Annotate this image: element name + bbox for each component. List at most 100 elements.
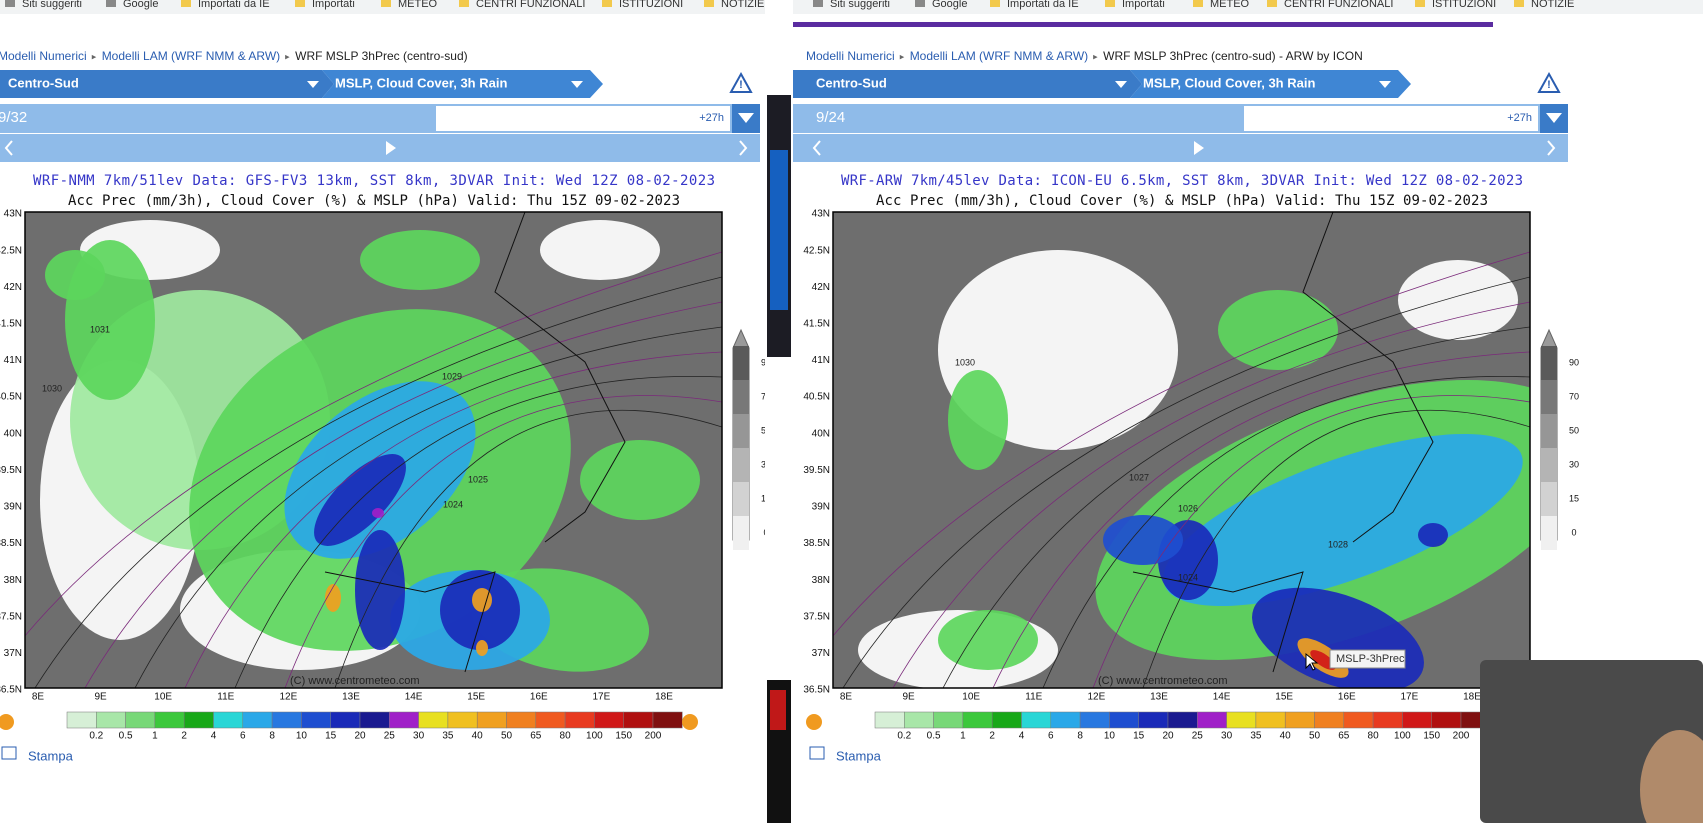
play-button[interactable] [386, 141, 396, 155]
bookmark[interactable]: Importati [1122, 0, 1165, 10]
isobar [234, 375, 722, 688]
precip-scale-step [623, 711, 654, 729]
precip-scale-label: 2 [989, 731, 995, 742]
next-button[interactable] [739, 140, 748, 156]
breadcrumb-separator: ▸ [92, 51, 97, 61]
frame-slider[interactable] [1244, 106, 1538, 131]
bookmark[interactable]: Importati da IE [198, 0, 270, 10]
precip-scale-step [447, 711, 478, 729]
precipitation-area [948, 370, 1008, 470]
frame-counter: 9/24 [816, 109, 845, 126]
longitude-label: 8E [32, 692, 45, 703]
bookmark[interactable]: NOTIZIE [1531, 0, 1574, 10]
prev-button[interactable] [812, 140, 821, 156]
breadcrumb-item[interactable]: Modelli LAM (WRF NMM & ARW) [910, 49, 1088, 63]
prev-button[interactable] [4, 140, 13, 156]
breadcrumb-item[interactable]: Modelli Numerici [0, 49, 87, 63]
isobar-label: 1024 [443, 499, 463, 509]
print-link[interactable]: Stampa [28, 748, 74, 763]
product-selector[interactable] [322, 70, 603, 98]
precipitation-area [472, 588, 492, 612]
bookmark[interactable]: ISTITUZIONI [1432, 0, 1496, 10]
bookmark[interactable]: Importati [312, 0, 355, 10]
precip-scale-step [271, 711, 302, 729]
coastline [1132, 571, 1304, 673]
latitude-label: 41.5N [0, 318, 22, 329]
precip-scale-step [183, 711, 214, 729]
breadcrumb-item[interactable]: Modelli Numerici [806, 49, 895, 63]
warning-mark: ! [1547, 79, 1551, 91]
coastline [494, 212, 626, 543]
longitude-label: 17E [593, 692, 611, 703]
bookmark-icon [990, 0, 1000, 7]
latitude-label: 38.5N [0, 538, 22, 549]
forecast-step: +27h [699, 112, 724, 124]
bookmark[interactable]: METEO [398, 0, 438, 10]
precipitation-area [372, 508, 384, 518]
bookmark[interactable]: ISTITUZIONI [619, 0, 683, 10]
precip-scale-step [1284, 711, 1315, 729]
precip-scale-label: 15 [325, 731, 337, 742]
cloud-scale-step [1541, 448, 1557, 482]
latitude-label: 43N [812, 209, 830, 220]
background-window-detail [770, 690, 786, 730]
frame-slider[interactable] [436, 106, 730, 131]
latitude-label: 40.5N [0, 392, 22, 403]
coastline [324, 571, 496, 673]
bookmark[interactable]: NOTIZIE [721, 0, 764, 10]
precip-scale-step [991, 711, 1022, 729]
print-link[interactable]: Stampa [836, 748, 882, 763]
precip-scale-step [594, 711, 624, 729]
print-icon[interactable] [1, 746, 17, 760]
latitude-label: 38.5N [803, 538, 830, 549]
bookmark[interactable]: Siti suggeriti [22, 0, 82, 10]
product-selector[interactable] [1130, 70, 1411, 98]
longitude-label: 9E [902, 692, 915, 703]
bookmark[interactable]: Google [123, 0, 158, 10]
isobar [34, 276, 722, 688]
next-button[interactable] [1547, 140, 1556, 156]
bookmark[interactable]: METEO [1210, 0, 1250, 10]
bookmark-icon [1267, 0, 1277, 7]
print-icon[interactable] [809, 746, 825, 760]
bookmark[interactable]: Siti suggeriti [830, 0, 890, 10]
latitude-label: 40.5N [803, 392, 830, 403]
cloud-scale-label: 70 [761, 391, 771, 401]
precip-scale-step [389, 711, 419, 729]
precip-scale-step [330, 711, 361, 729]
map-title: WRF-NMM 7km/51lev Data: GFS-FV3 13km, SS… [33, 173, 715, 189]
isobar [842, 276, 1530, 688]
product-label: MSLP, Cloud Cover, 3h Rain [1143, 75, 1315, 90]
bookmark[interactable]: CENTRI FUNZIONALI [476, 0, 585, 10]
mouse-cursor [1305, 652, 1319, 671]
precip-scale-step [933, 711, 964, 729]
longitude-label: 11E [1025, 692, 1042, 703]
isobar-label: 1025 [468, 474, 488, 484]
breadcrumb-separator: ▸ [900, 51, 905, 61]
breadcrumb-item[interactable]: Modelli LAM (WRF NMM & ARW) [102, 49, 280, 63]
bookmark[interactable]: Importati da IE [1007, 0, 1079, 10]
latitude-label: 41N [812, 355, 830, 366]
region-selector[interactable] [0, 70, 334, 98]
isobar [84, 301, 722, 688]
warning-icon[interactable] [1537, 71, 1561, 93]
precip-scale-label: 80 [1368, 731, 1380, 742]
bookmark[interactable]: Google [932, 0, 967, 10]
region-selector[interactable] [793, 70, 1142, 98]
precip-scale-step [213, 711, 244, 729]
precip-scale-step [874, 711, 905, 729]
browser-window: Siti suggeriti Google Importati da IE Impor… [793, 0, 1703, 763]
cloud-scale-step [733, 482, 749, 516]
latitude-label: 39N [4, 502, 22, 513]
precip-scale-step [66, 711, 97, 729]
latitude-label: 39.5N [803, 465, 830, 476]
warning-icon[interactable] [729, 71, 753, 93]
play-button[interactable] [1194, 141, 1204, 155]
isobar [334, 409, 722, 688]
precip-scale-step [1343, 711, 1374, 729]
bookmark[interactable]: CENTRI FUNZIONALI [1284, 0, 1393, 10]
cloud-scale-label: 0 [1571, 527, 1576, 537]
precip-scale-label: 25 [384, 731, 396, 742]
precipitation-area [1163, 433, 1523, 607]
tooltip: MSLP-3hPrec [1336, 653, 1405, 665]
